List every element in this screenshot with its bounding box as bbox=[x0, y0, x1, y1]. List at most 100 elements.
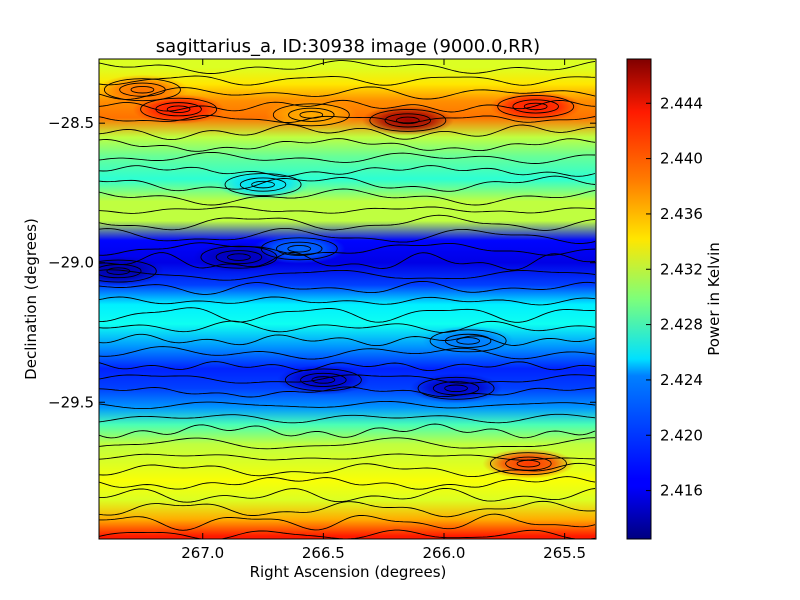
contour-line bbox=[384, 113, 432, 128]
contour-line bbox=[99, 175, 596, 192]
y-axis: −28.5 −29.0 −29.5 bbox=[48, 114, 596, 411]
contour-line bbox=[99, 453, 595, 461]
contour-line bbox=[99, 346, 596, 360]
contour-line bbox=[260, 237, 338, 261]
contour-line bbox=[300, 372, 347, 387]
hotspot bbox=[217, 169, 310, 200]
y-tick-label: −29.5 bbox=[48, 393, 94, 411]
contour-line bbox=[429, 329, 507, 353]
colorbar-ticks: 2.444 2.440 2.436 2.432 2.428 2.424 2.420 2.416 bbox=[646, 94, 703, 500]
contour-line bbox=[99, 423, 596, 439]
contour-line bbox=[99, 227, 596, 244]
contour-line bbox=[106, 267, 131, 275]
contour-line bbox=[99, 269, 596, 281]
contour-line bbox=[99, 206, 596, 214]
colorbar-label: Power in Kelvin bbox=[705, 242, 723, 356]
contour-lines bbox=[99, 60, 596, 539]
contour-line bbox=[227, 253, 251, 261]
contour-line bbox=[99, 86, 596, 100]
contour-line bbox=[395, 116, 420, 125]
contour-line bbox=[99, 280, 596, 295]
contour-line bbox=[444, 384, 468, 393]
contour-line bbox=[99, 320, 596, 333]
contour-line bbox=[444, 333, 492, 348]
plot-frame bbox=[98, 58, 597, 540]
hotspot bbox=[489, 91, 582, 122]
x-tick-label: 266.0 bbox=[423, 544, 466, 562]
contour-line bbox=[99, 259, 157, 283]
contour-line bbox=[103, 78, 181, 102]
contour-line bbox=[99, 500, 596, 518]
colorbar-tick-label: 2.440 bbox=[660, 150, 703, 168]
contour-line bbox=[516, 459, 541, 468]
chart-title: sagittarius_a, ID:30938 image (9000.0,RR… bbox=[156, 36, 540, 57]
colorbar-tick-label: 2.432 bbox=[660, 260, 703, 278]
contour-line bbox=[99, 374, 596, 384]
contour-line bbox=[497, 94, 575, 118]
hotspot bbox=[422, 325, 515, 356]
heatmap-area bbox=[98, 58, 597, 540]
hotspot bbox=[482, 448, 575, 479]
x-axis-label: Right Ascension (degrees) bbox=[250, 563, 447, 581]
contour-line bbox=[417, 376, 495, 400]
contour-line bbox=[311, 376, 336, 384]
y-tick-label: −29.0 bbox=[48, 254, 94, 272]
contour-line bbox=[130, 85, 155, 94]
contour-line bbox=[284, 368, 362, 392]
contour-line bbox=[166, 105, 191, 113]
contour-line bbox=[251, 180, 275, 189]
contour-line bbox=[99, 114, 596, 124]
contour-line bbox=[200, 245, 278, 269]
colorbar: 2.444 2.440 2.436 2.432 2.428 2.424 2.420 2.416… bbox=[626, 58, 723, 540]
contour-line bbox=[119, 82, 166, 97]
colorbar-tick-label: 2.424 bbox=[660, 371, 703, 389]
hotspot bbox=[277, 364, 370, 395]
contour-line bbox=[456, 337, 480, 345]
x-tick-label: 266.5 bbox=[302, 544, 345, 562]
contour-line bbox=[272, 103, 350, 127]
y-tick-label: −28.5 bbox=[48, 114, 94, 132]
contour-line bbox=[99, 307, 596, 323]
contour-line bbox=[215, 250, 263, 265]
contour-line bbox=[369, 108, 447, 132]
contour-line bbox=[99, 99, 596, 113]
contour-line bbox=[239, 177, 287, 192]
contour-line bbox=[512, 99, 559, 114]
colorbar-tick-label: 2.436 bbox=[660, 205, 703, 223]
contour-line bbox=[99, 513, 596, 531]
contour-line bbox=[99, 296, 596, 306]
hotspot bbox=[361, 105, 454, 136]
contour-line bbox=[99, 400, 596, 410]
contour-line bbox=[299, 111, 324, 119]
contour-line bbox=[99, 242, 596, 256]
contour-line bbox=[99, 165, 596, 177]
contour-line bbox=[99, 60, 596, 74]
y-axis-label: Declination (degrees) bbox=[22, 218, 40, 380]
contour-line bbox=[140, 97, 218, 121]
colorbar-tick-label: 2.416 bbox=[660, 482, 703, 500]
contour-line bbox=[287, 245, 312, 253]
contour-line bbox=[99, 386, 596, 398]
colorbar-tick-label: 2.428 bbox=[660, 316, 703, 334]
contour-line bbox=[288, 107, 335, 122]
contour-line bbox=[99, 361, 596, 372]
hotspot bbox=[99, 74, 189, 105]
contour-line bbox=[99, 487, 596, 503]
contour-line bbox=[99, 462, 596, 478]
contour-line bbox=[432, 381, 480, 396]
contour-line bbox=[99, 333, 596, 347]
contour-line bbox=[505, 456, 552, 471]
contour-line bbox=[523, 102, 548, 111]
contour-line bbox=[99, 251, 596, 271]
contour-line bbox=[99, 75, 596, 86]
contour-line bbox=[99, 437, 596, 450]
contour-line bbox=[155, 102, 202, 117]
contour-line bbox=[275, 241, 323, 256]
contour-line bbox=[99, 214, 596, 231]
x-tick-label: 267.0 bbox=[181, 544, 224, 562]
contour-line bbox=[99, 188, 596, 206]
contour-line bbox=[99, 124, 596, 141]
contour-line bbox=[99, 138, 596, 152]
contour-line bbox=[99, 264, 142, 279]
